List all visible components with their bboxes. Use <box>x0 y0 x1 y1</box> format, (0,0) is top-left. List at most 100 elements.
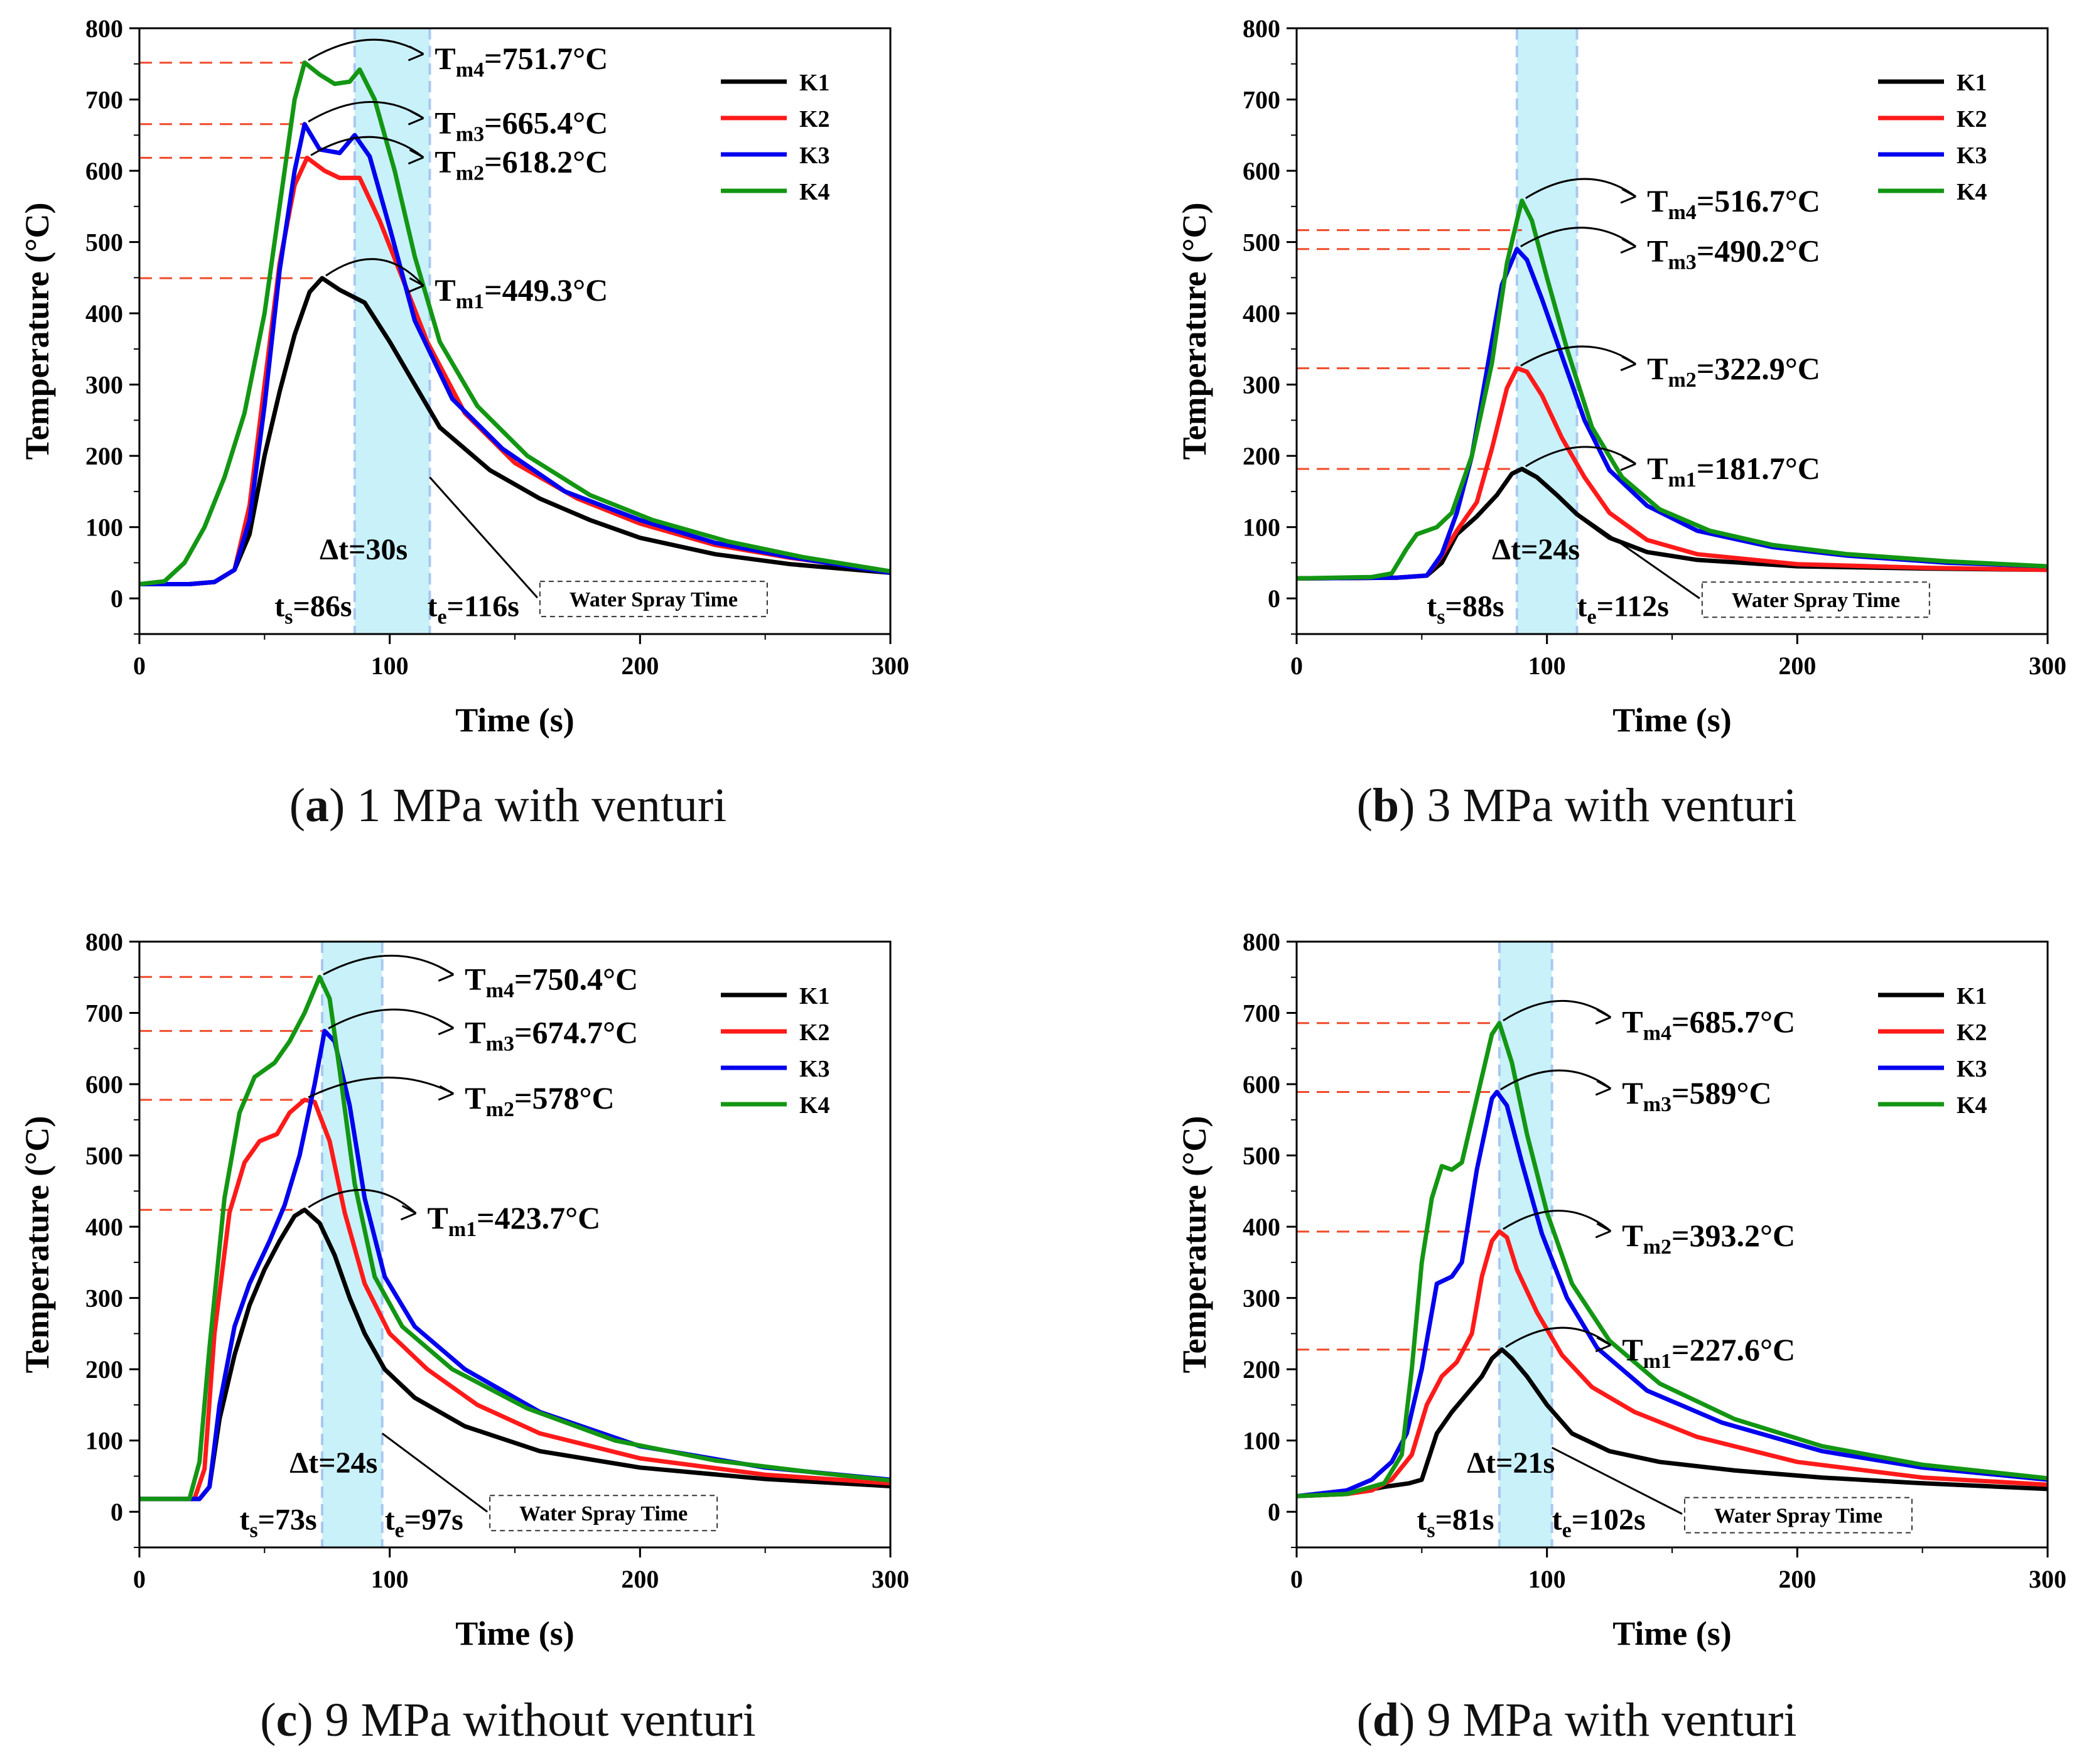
legend-label-k4: K4 <box>799 1092 830 1119</box>
water-spray-arrow <box>1576 512 1700 600</box>
chart-panel-b: 0 100 200 300 400 500 600 700 800 0 100 200 300 Time … <box>1175 14 2066 739</box>
peak-arrowhead <box>1620 188 1636 204</box>
caption-text: 9 MPa with venturi <box>1427 1694 1797 1746</box>
peak-label-part: =322.9°C <box>1697 351 1820 386</box>
series-line-k3 <box>1296 1090 2048 1498</box>
ts-label: ts=73s <box>239 1503 316 1542</box>
peak-label-part: =665.4°C <box>484 105 608 140</box>
x-axis-title: Time (s) <box>1612 1615 1731 1652</box>
peak-arrowhead <box>1620 355 1636 372</box>
peak-label-k1: Tm1=423.7°C <box>427 1200 600 1241</box>
legend-label-k1: K1 <box>799 70 830 96</box>
te-label-part: t <box>427 590 437 623</box>
peak-label-k3: Tm3=589°C <box>1622 1075 1771 1116</box>
x-tick-label: 300 <box>2029 652 2066 680</box>
y-tick-label: 100 <box>85 514 123 542</box>
te-label-part: =116s <box>447 590 519 623</box>
peak-arrowhead <box>400 1205 417 1221</box>
y-tick-label: 300 <box>1243 371 1280 399</box>
peak-label-k4: Tm4=751.7°C <box>435 41 608 82</box>
y-tick-label: 200 <box>1243 1355 1280 1384</box>
te-label-part: =102s <box>1572 1503 1646 1537</box>
peak-label-part: T <box>1622 1075 1643 1111</box>
y-tick-label: 200 <box>85 1355 123 1384</box>
y-tick-label: 700 <box>1243 86 1280 114</box>
y-tick-label: 200 <box>1243 442 1280 470</box>
peak-label-part: T <box>465 1015 485 1050</box>
delta-t-label: Δt=24s <box>289 1446 377 1480</box>
chart-panel-d: 0 100 200 300 400 500 600 700 800 0 100 200 300 Time … <box>1175 928 2066 1652</box>
x-tick-label: 0 <box>133 1565 146 1593</box>
peak-label-part: T <box>435 105 455 140</box>
water-spray-arrow <box>429 476 538 599</box>
peak-arrowhead <box>1620 238 1636 254</box>
y-tick-label: 500 <box>1243 1142 1280 1170</box>
peak-label-part: m3 <box>1668 251 1696 274</box>
y-tick-label: 200 <box>85 442 123 470</box>
water-spray-label: Water Spray Time <box>1714 1505 1882 1528</box>
x-axis-title: Time (s) <box>1612 701 1731 739</box>
peak-arrowhead <box>1595 1009 1611 1025</box>
peak-label-part: m1 <box>456 290 484 313</box>
peak-label-k2: Tm2=322.9°C <box>1647 351 1820 392</box>
series-line-k2 <box>139 1097 891 1502</box>
x-tick-label: 200 <box>1778 652 1816 680</box>
x-tick-label: 100 <box>371 652 409 680</box>
te-label: te=97s <box>385 1503 463 1542</box>
te-label-part: t <box>1577 590 1587 623</box>
y-axis-title: Temperature (°C) <box>1175 1116 1213 1373</box>
peak-arrow <box>323 954 455 976</box>
y-tick-label: 800 <box>1243 928 1280 956</box>
peak-label-part: T <box>1647 351 1668 386</box>
y-tick-label: 700 <box>1243 999 1280 1028</box>
peak-label-part: T <box>1622 1332 1643 1367</box>
water-spray-box <box>539 581 768 618</box>
peak-arrowhead <box>408 109 424 126</box>
y-tick-label: 700 <box>85 86 123 114</box>
peak-label-k1: Tm1=449.3°C <box>435 272 608 313</box>
y-tick-label: 500 <box>85 1142 123 1170</box>
ts-label-part: =73s <box>258 1503 317 1537</box>
peak-label-part: m1 <box>448 1218 477 1241</box>
peak-label-part: =750.4°C <box>514 961 638 996</box>
legend-label-k3: K3 <box>1957 143 1987 169</box>
water-spray-box <box>1701 581 1930 618</box>
peak-label-k3: Tm3=490.2°C <box>1647 234 1820 274</box>
peak-label-part: =751.7°C <box>484 41 608 76</box>
ts-label-part: =81s <box>1435 1503 1494 1537</box>
ts-label-part: =86s <box>293 590 352 623</box>
peak-arrow <box>1505 1326 1612 1348</box>
peak-arrow <box>308 1188 417 1214</box>
legend-label-k2: K2 <box>1957 106 1987 132</box>
caption-d: (d) 9 MPa with venturi <box>1356 1694 1797 1746</box>
peak-arrowhead <box>1595 1080 1611 1096</box>
legend-label-k2: K2 <box>799 106 830 132</box>
ts-label-part: s <box>284 606 293 629</box>
x-tick-label: 200 <box>1778 1565 1816 1593</box>
ts-label-part: t <box>239 1503 249 1537</box>
y-tick-label: 300 <box>85 371 123 399</box>
chart-panel-a: 0 100 200 300 400 500 600 700 800 0 100 200 300 Time … <box>18 14 909 739</box>
series-line-k4 <box>139 60 891 586</box>
peak-label-part: T <box>465 1080 485 1116</box>
water-spray-label: Water Spray Time <box>519 1502 688 1525</box>
y-axis-title: Temperature (°C) <box>18 202 56 460</box>
ts-label-part: s <box>249 1519 257 1542</box>
spray-region <box>354 28 430 634</box>
peak-label-part: T <box>427 1200 448 1235</box>
legend-label-k1: K1 <box>1957 983 1987 1009</box>
peak-arrowhead <box>438 1019 454 1035</box>
caption-text: 1 MPa with venturi <box>357 779 727 832</box>
y-tick-label: 100 <box>1243 514 1280 542</box>
x-tick-label: 100 <box>1528 652 1566 680</box>
peak-label-k4: Tm4=685.7°C <box>1622 1004 1795 1045</box>
peak-label-part: =685.7°C <box>1671 1004 1795 1040</box>
delta-t-label: Δt=21s <box>1467 1446 1555 1480</box>
caption-b: (b) 3 MPa with venturi <box>1356 779 1797 832</box>
ts-label-part: t <box>1417 1503 1427 1537</box>
te-label-part: e <box>1562 1519 1572 1542</box>
legend-label-k2: K2 <box>1957 1019 1987 1046</box>
peak-label-part: =423.7°C <box>477 1200 600 1235</box>
legend-label-k3: K3 <box>1957 1056 1987 1082</box>
